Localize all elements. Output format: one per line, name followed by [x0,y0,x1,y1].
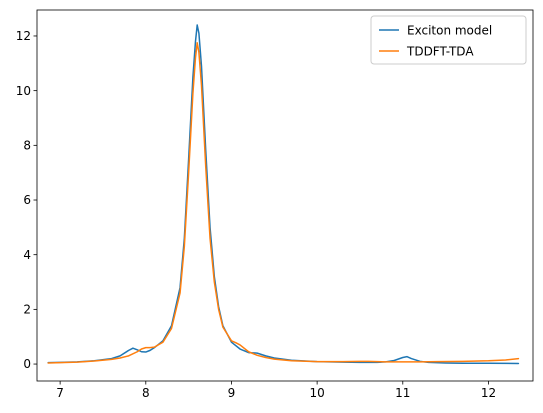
x-tick-label: 7 [56,386,64,400]
legend-box [370,15,527,65]
y-tick-label: 12 [16,29,31,43]
y-tick-label: 6 [23,193,31,207]
legend-label-1: Exciton model [407,23,492,37]
y-tick-label: 2 [23,303,31,317]
axes-border [36,9,534,382]
axes-frame [36,9,534,382]
x-axis-ticks: 7 8 9 10 11 12 [56,381,496,400]
y-tick-label: 10 [16,84,31,98]
x-tick-label: 11 [395,386,410,400]
x-tick-label: 8 [142,386,150,400]
legend-label-2: TDDFT-TDA [406,44,474,58]
x-tick-label: 9 [228,386,236,400]
y-axis-ticks: 0 2 4 6 8 10 12 [16,29,37,371]
series-line-2 [47,42,520,364]
y-tick-label: 8 [23,139,31,153]
plot-lines [47,24,520,365]
series-line-1 [47,24,520,365]
y-tick-label: 4 [23,248,31,262]
y-tick-label: 0 [23,357,31,371]
x-tick-label: 12 [481,386,496,400]
legend: Exciton model TDDFT-TDA [370,15,527,65]
x-tick-label: 10 [309,386,324,400]
